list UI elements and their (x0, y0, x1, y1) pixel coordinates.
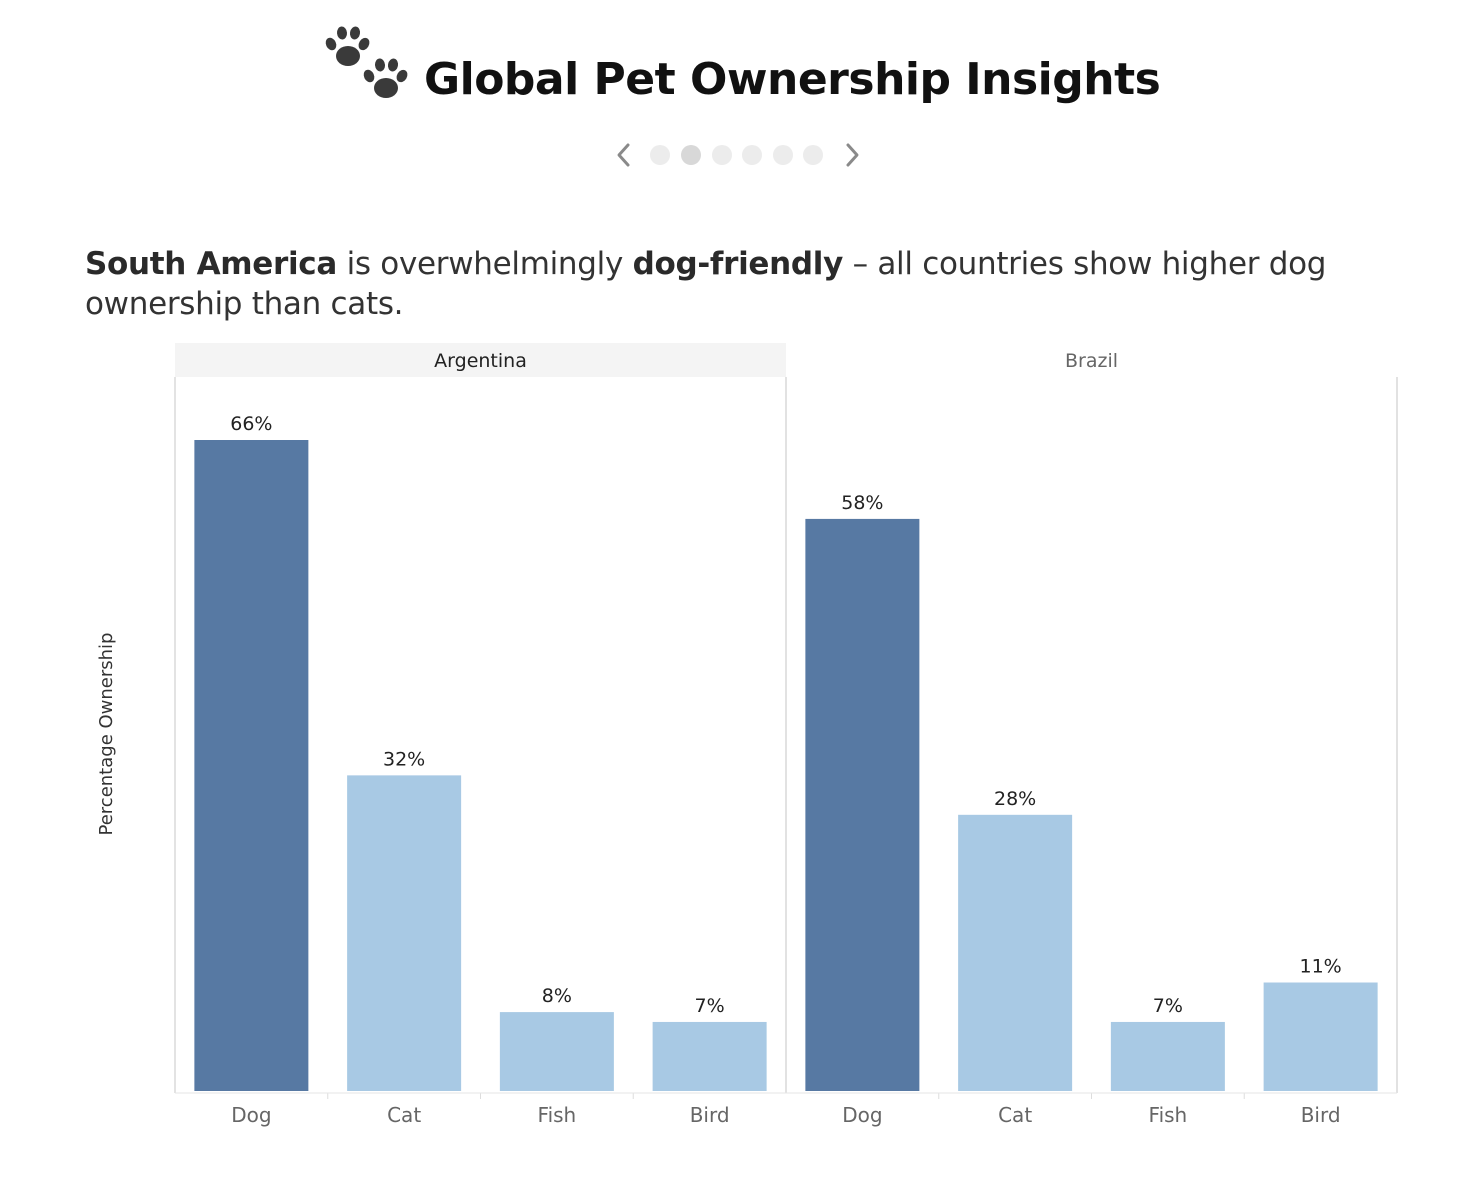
tick-label-argentina-bird: Bird (690, 1103, 730, 1127)
page-title: Global Pet Ownership Insights (424, 54, 1161, 105)
caption-emphasis: dog-friendly (632, 246, 844, 282)
pager-dot-3[interactable] (712, 145, 732, 165)
data-label-brazil-cat: 28% (994, 788, 1036, 810)
bar-argentina-fish[interactable] (499, 1012, 614, 1091)
data-label-argentina-bird: 7% (695, 995, 725, 1017)
bar-brazil-bird[interactable] (1263, 982, 1378, 1092)
tick-label-brazil-fish: Fish (1149, 1103, 1188, 1127)
panel-header-bg-0 (175, 343, 786, 377)
pager-dot-1[interactable] (650, 145, 670, 165)
data-label-brazil-dog: 58% (841, 492, 883, 514)
bar-brazil-cat[interactable] (958, 814, 1073, 1091)
prev-arrow-button[interactable] (608, 138, 638, 172)
bar-argentina-bird[interactable] (652, 1021, 767, 1091)
story-pager (608, 138, 872, 172)
chevron-left-icon (617, 143, 630, 167)
bar-argentina-dog[interactable] (194, 440, 309, 1091)
data-label-argentina-dog: 66% (230, 413, 272, 435)
tick-label-brazil-dog: Dog (842, 1103, 882, 1127)
bar-brazil-fish[interactable] (1110, 1021, 1225, 1091)
y-axis-title: Percentage Ownership (96, 633, 117, 836)
bar-brazil-dog[interactable] (805, 518, 920, 1091)
chevron-right-icon (846, 143, 859, 167)
data-label-argentina-cat: 32% (383, 748, 425, 770)
pager-dot-4[interactable] (742, 145, 762, 165)
data-label-brazil-bird: 11% (1300, 956, 1342, 978)
pager-dot-6[interactable] (803, 145, 823, 165)
data-label-brazil-fish: 7% (1153, 995, 1183, 1017)
panel-header-brazil: Brazil (1065, 350, 1118, 372)
caption-text-2: – all countries show higher dog ownershi… (85, 246, 1327, 322)
title-row: Global Pet Ownership Insights (0, 12, 1480, 122)
pager-dot-5[interactable] (773, 145, 793, 165)
story-caption: South America is overwhelmingly dog-frie… (85, 244, 1385, 324)
tick-label-brazil-cat: Cat (998, 1103, 1032, 1127)
caption-region: South America (85, 246, 338, 282)
tick-label-argentina-cat: Cat (387, 1103, 421, 1127)
tick-label-brazil-bird: Bird (1301, 1103, 1341, 1127)
pager-dot-2[interactable] (681, 145, 701, 165)
caption-text-1: is overwhelmingly (337, 246, 633, 282)
paw-prints-icon (325, 26, 408, 98)
tick-label-argentina-dog: Dog (231, 1103, 271, 1127)
panel-header-argentina: Argentina (434, 350, 527, 372)
next-arrow-button[interactable] (838, 138, 868, 172)
tick-label-argentina-fish: Fish (538, 1103, 577, 1127)
bar-argentina-cat[interactable] (347, 775, 462, 1091)
data-label-argentina-fish: 8% (542, 985, 572, 1007)
